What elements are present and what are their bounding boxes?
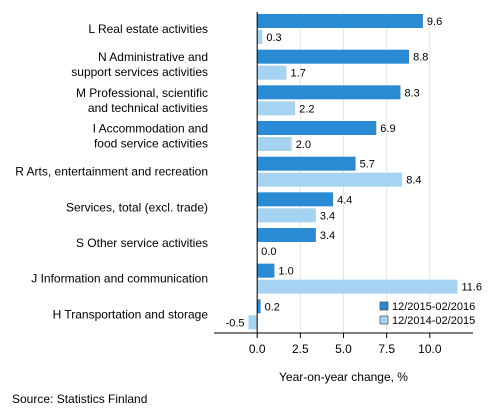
x-tick-label: 7.5 (378, 342, 395, 356)
x-tick-label: 5.0 (335, 342, 352, 356)
bar-series-1 (257, 14, 423, 28)
bar-series-1 (257, 85, 401, 100)
bar-value-label: 11.6 (461, 282, 482, 294)
bar-value-label: 1.0 (278, 266, 293, 278)
bar-series-1 (257, 228, 316, 242)
bar-value-label: 2.2 (299, 103, 314, 115)
bar-labels: 9.60.38.81.78.32.26.92.05.78.44.43.43.40… (226, 16, 482, 329)
x-axis-ticks: 0.0 2.5 5.0 7.5 10.0 (249, 333, 442, 356)
x-tick-label: 2.5 (292, 342, 309, 356)
bars (248, 14, 458, 330)
category-labels: L Real estate activities N Administrative… (15, 22, 208, 321)
bar-value-label: 1.7 (291, 68, 306, 80)
bar-series-2 (257, 30, 263, 44)
bar-series-1 (257, 49, 410, 64)
bar-series-1 (257, 263, 275, 278)
legend-swatch (379, 301, 389, 311)
legend: 12/2015-02/2016 12/2014-02/2015 (379, 301, 475, 327)
category-label: N Administrative and (98, 50, 208, 64)
legend-swatch (379, 315, 389, 325)
bar-value-label: 8.4 (406, 175, 421, 187)
bar-series-2 (257, 101, 296, 116)
bar-value-label: -0.5 (226, 317, 245, 329)
x-tick-label: 10.0 (418, 342, 442, 356)
category-label: Services, total (excl. trade) (66, 200, 208, 214)
bar-series-2 (257, 137, 292, 151)
bar-value-label: 4.4 (337, 194, 352, 206)
legend-label: 12/2014-02/2015 (392, 315, 475, 327)
category-label: support services activities (71, 65, 208, 79)
source-note: Source: Statistics Finland (12, 392, 147, 406)
x-tick-label: 0.0 (249, 342, 266, 356)
x-axis-title: Year-on-year change, % (279, 370, 408, 384)
category-label: I Accommodation and (93, 122, 208, 136)
category-label: R Arts, entertainment and recreation (15, 165, 208, 179)
bar-series-2 (257, 65, 287, 80)
category-label: food service activities (94, 137, 208, 151)
category-label: H Transportation and storage (53, 307, 209, 321)
bar-value-label: 8.8 (413, 52, 428, 64)
bar-value-label: 0.2 (265, 301, 280, 313)
legend-label: 12/2015-02/2016 (392, 301, 475, 313)
category-label: S Other service activities (76, 236, 208, 250)
bar-value-label: 3.4 (320, 230, 335, 242)
bar-series-1 (257, 121, 377, 135)
bar-series-2 (248, 315, 258, 330)
category-label: L Real estate activities (88, 22, 208, 36)
category-label: M Professional, scientific (76, 86, 208, 100)
x-axis: 0.0 2.5 5.0 7.5 10.0 (214, 12, 473, 356)
category-label: and technical activities (88, 101, 208, 115)
bar-value-label: 9.6 (427, 16, 442, 28)
bar-value-label: 5.7 (360, 159, 375, 171)
bar-series-2 (257, 279, 458, 294)
bar-value-label: 3.4 (320, 210, 335, 222)
bar-value-label: 0.0 (261, 246, 276, 258)
category-label: J Information and communication (31, 272, 208, 286)
bar-series-2 (257, 172, 403, 187)
bar-value-label: 2.0 (296, 139, 311, 151)
bar-series-2 (257, 208, 316, 223)
bar-value-label: 6.9 (380, 123, 395, 135)
bar-value-label: 8.3 (404, 87, 419, 99)
bar-value-label: 0.3 (266, 32, 281, 44)
bar-series-1 (257, 156, 356, 171)
bar-series-1 (257, 299, 261, 314)
bar-series-1 (257, 192, 334, 207)
